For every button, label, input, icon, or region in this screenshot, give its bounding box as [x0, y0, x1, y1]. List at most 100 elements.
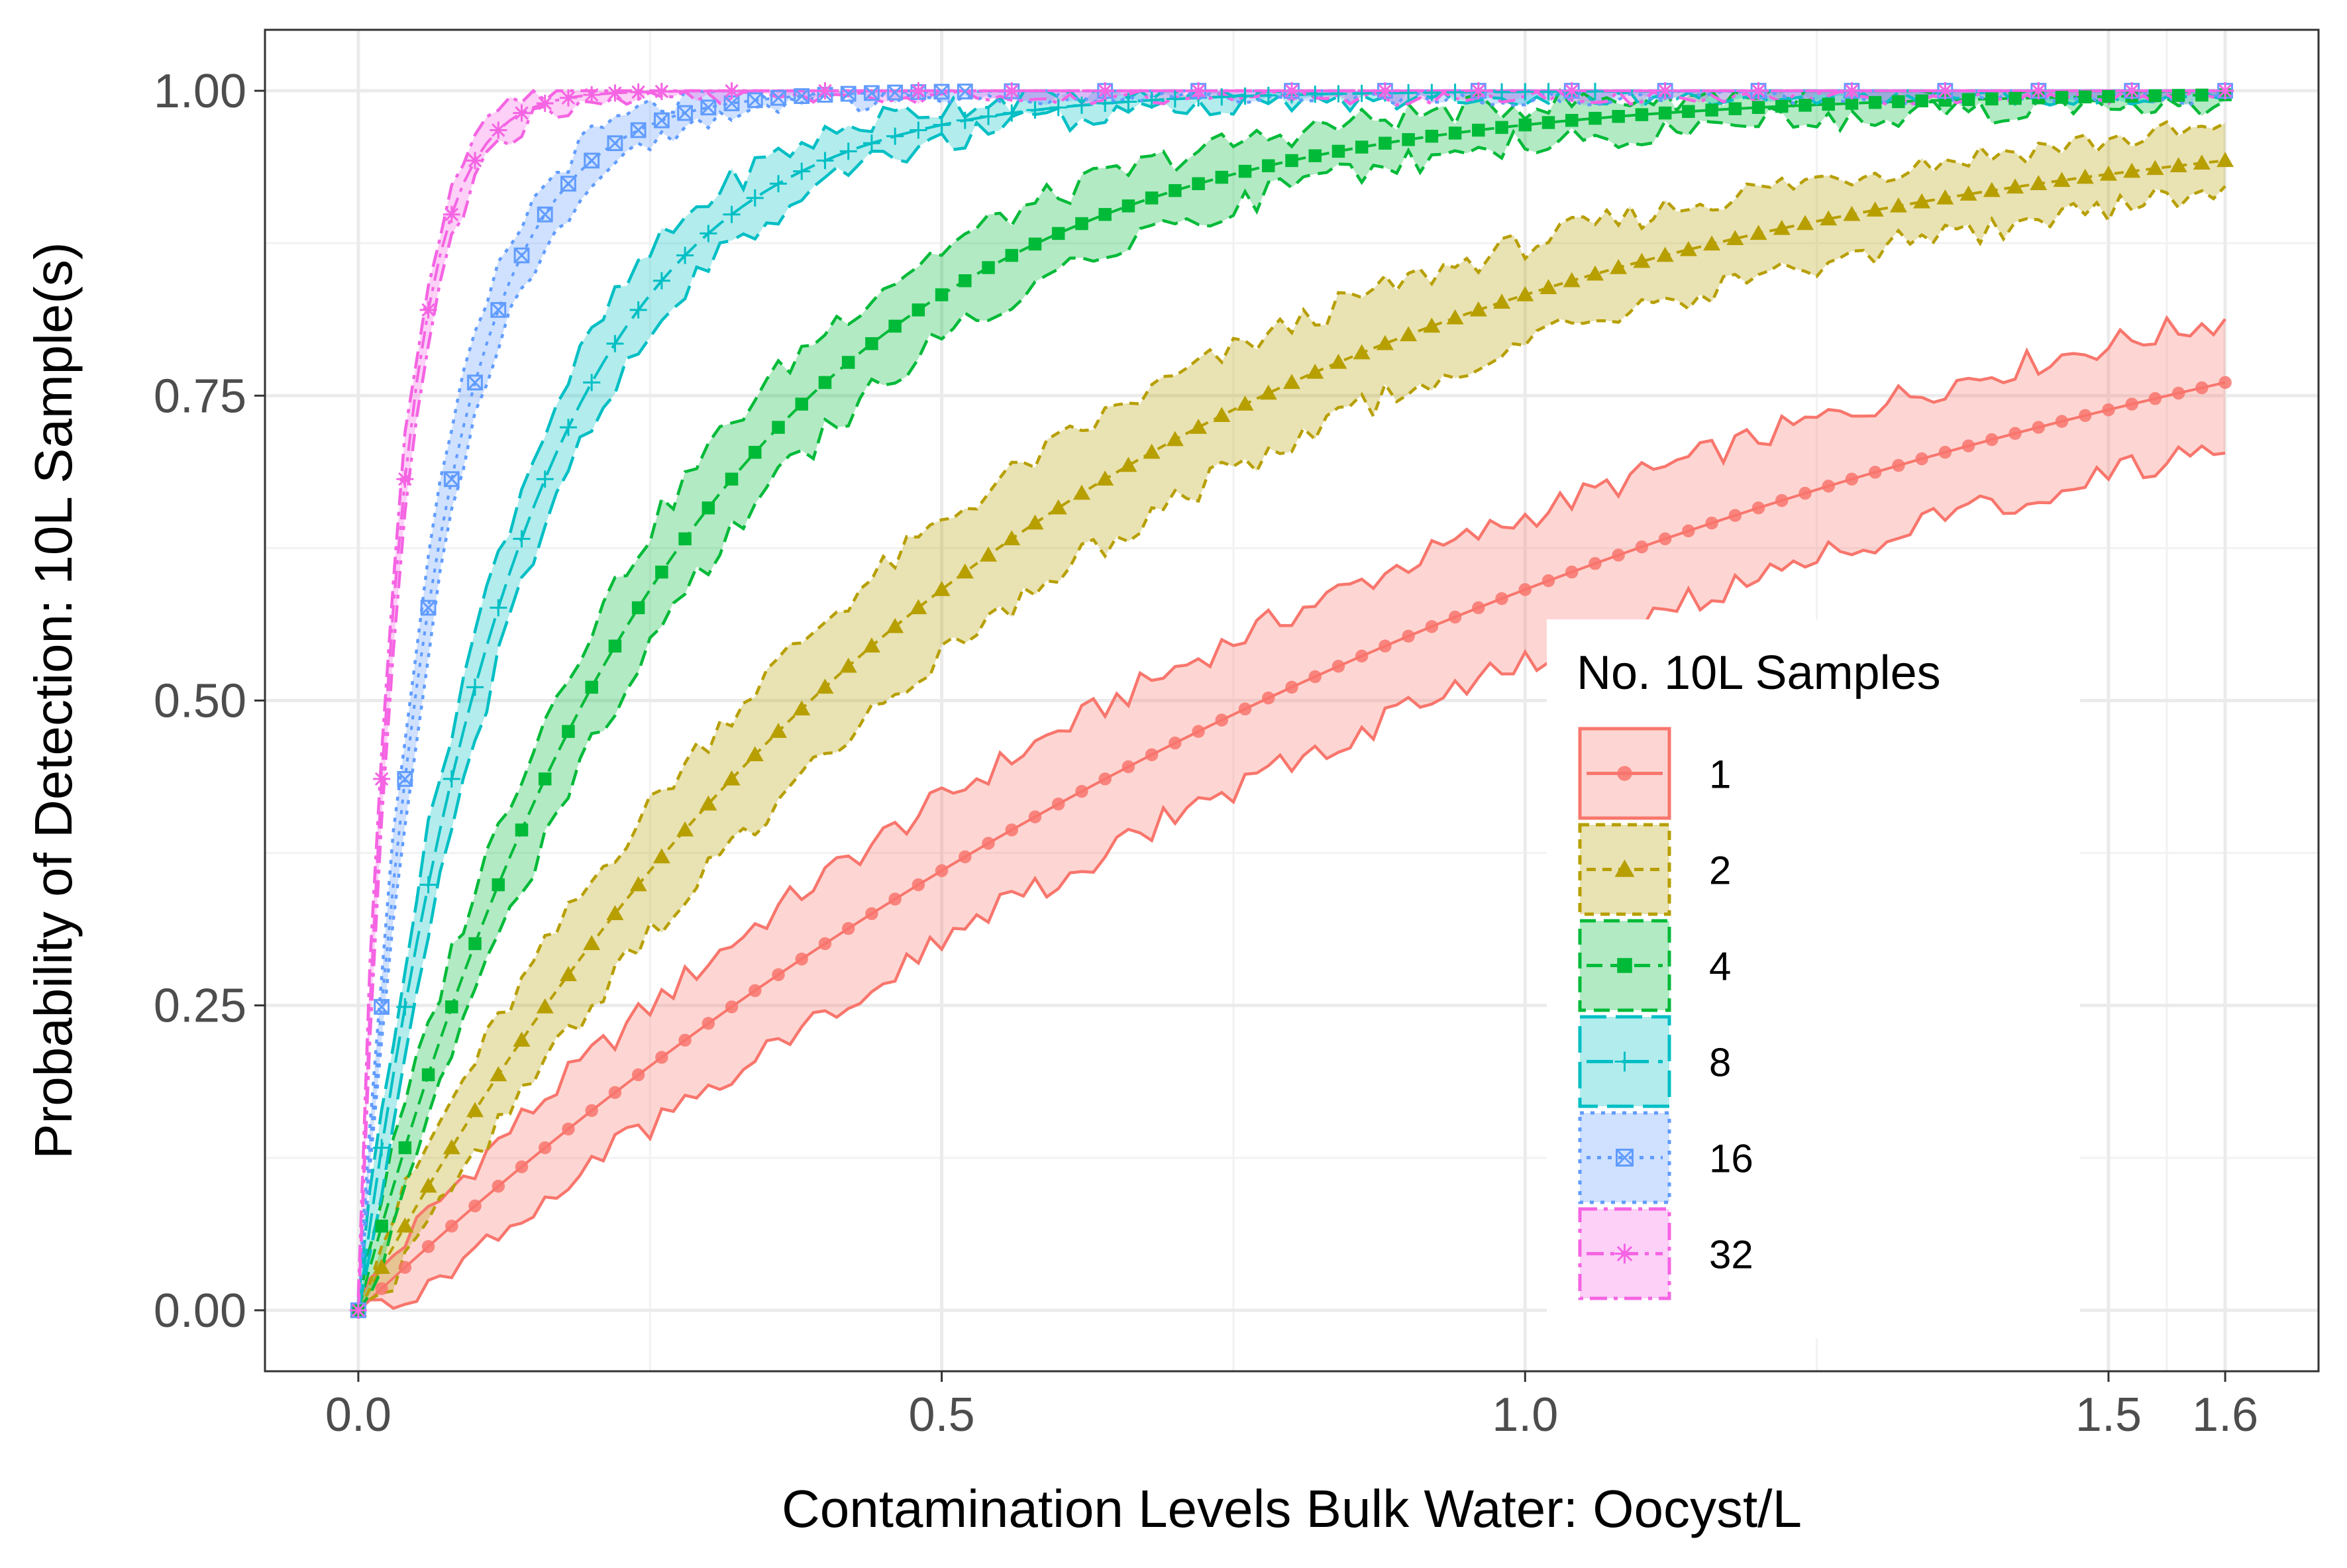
point-series-32 [490, 121, 507, 139]
point-series-4 [1961, 93, 1975, 107]
point-series-8 [980, 107, 998, 125]
legend-label: 32 [1709, 1233, 1753, 1277]
point-series-2 [1656, 246, 1674, 262]
point-series-1 [1238, 702, 1252, 715]
point-series-4 [468, 937, 482, 951]
point-series-1 [1892, 458, 1905, 472]
point-series-32 [723, 82, 741, 100]
point-series-8 [839, 142, 857, 160]
point-series-1 [1985, 433, 1999, 446]
point-series-1 [772, 968, 785, 982]
point-series-2 [1843, 205, 1861, 221]
point-series-1 [1705, 516, 1718, 530]
point-series-4 [1075, 217, 1088, 231]
point-series-4 [2008, 91, 2022, 105]
point-series-32 [629, 83, 647, 101]
band-upper-series-2 [357, 120, 2226, 1298]
point-series-4 [795, 397, 808, 411]
point-series-32 [910, 82, 927, 100]
point-series-8 [583, 374, 601, 392]
point-series-8 [536, 470, 554, 488]
point-series-8 [1213, 88, 1231, 106]
point-series-4 [818, 376, 832, 390]
point-series-32 [373, 770, 391, 788]
point-series-32 [1283, 82, 1300, 100]
point-series-1 [2008, 427, 2022, 441]
x-tick-label: 1.0 [1492, 1388, 1558, 1441]
point-series-2 [2053, 172, 2071, 187]
point-series-32 [396, 470, 414, 488]
point-series-4 [982, 261, 995, 274]
point-series-4 [959, 274, 972, 287]
point-series-2 [1469, 301, 1487, 317]
point-series-4 [631, 601, 645, 615]
point-series-2 [1400, 326, 1418, 342]
point-series-16 [420, 600, 437, 616]
point-series-4 [2195, 88, 2209, 102]
point-series-4 [1799, 99, 1812, 112]
point-series-16 [630, 122, 647, 138]
point-series-2 [490, 1066, 507, 1082]
point-series-2 [2030, 175, 2048, 191]
legend-item-1: 1 [1578, 727, 1731, 820]
point-series-2 [1983, 182, 2001, 197]
y-tick-label: 0.75 [154, 370, 246, 423]
point-series-2 [816, 678, 834, 694]
point-series-2 [513, 1031, 531, 1047]
point-series-1 [1845, 472, 1859, 486]
point-series-8 [490, 599, 507, 617]
point-series-8 [1049, 99, 1067, 117]
point-series-1 [1565, 565, 1579, 579]
point-series-4 [1098, 207, 1112, 221]
x-axis-title: Contamination Levels Bulk Water: Oocyst/… [782, 1479, 1802, 1538]
x-tick-label: 1.6 [2192, 1388, 2258, 1441]
point-series-2 [770, 723, 787, 738]
band-upper-series-4 [356, 87, 2226, 1304]
point-series-4 [1028, 237, 1042, 251]
point-series-2 [1866, 201, 1884, 217]
point-series-32 [1096, 82, 1114, 100]
point-series-2 [839, 657, 857, 673]
point-series-2 [1633, 252, 1651, 268]
point-series-2 [1026, 514, 1044, 530]
point-series-4 [1589, 111, 1602, 125]
point-series-4 [1565, 113, 1579, 127]
point-series-2 [1376, 335, 1394, 350]
point-series-4 [1448, 127, 1462, 140]
point-series-8 [629, 301, 647, 319]
point-series-4 [562, 725, 575, 738]
x-tick-label: 0.5 [909, 1388, 975, 1441]
point-series-2 [583, 935, 601, 951]
point-series-8 [513, 530, 531, 548]
point-series-1 [935, 864, 949, 878]
point-series-8 [1166, 90, 1184, 108]
point-series-4 [1238, 164, 1252, 178]
point-series-1 [1098, 772, 1112, 786]
point-series-1 [1682, 524, 1695, 538]
point-series-1 [1051, 797, 1065, 811]
point-series-2 [1259, 384, 1277, 400]
point-series-4 [1845, 97, 1859, 110]
point-series-4 [772, 421, 785, 434]
point-series-2 [559, 966, 577, 982]
point-series-2 [956, 563, 974, 579]
point-series-1 [468, 1199, 482, 1213]
point-series-4 [445, 1000, 458, 1014]
point-series-8 [862, 134, 880, 152]
x-tick-label: 0.0 [325, 1388, 391, 1441]
point-series-1 [1915, 452, 1928, 466]
point-series-4 [515, 823, 529, 837]
point-series-4 [2102, 89, 2115, 103]
point-series-4 [421, 1068, 435, 1082]
y-tick-label: 0.00 [154, 1284, 246, 1337]
point-series-2 [2123, 162, 2141, 178]
point-series-2 [1493, 293, 1511, 309]
point-series-8 [1516, 83, 1534, 101]
legend-key-marker [1616, 1149, 1634, 1167]
point-series-4 [1425, 129, 1439, 143]
point-series-1 [1285, 680, 1298, 694]
point-series-32 [349, 1301, 367, 1319]
point-series-8 [652, 272, 670, 289]
point-series-4 [1145, 191, 1159, 205]
